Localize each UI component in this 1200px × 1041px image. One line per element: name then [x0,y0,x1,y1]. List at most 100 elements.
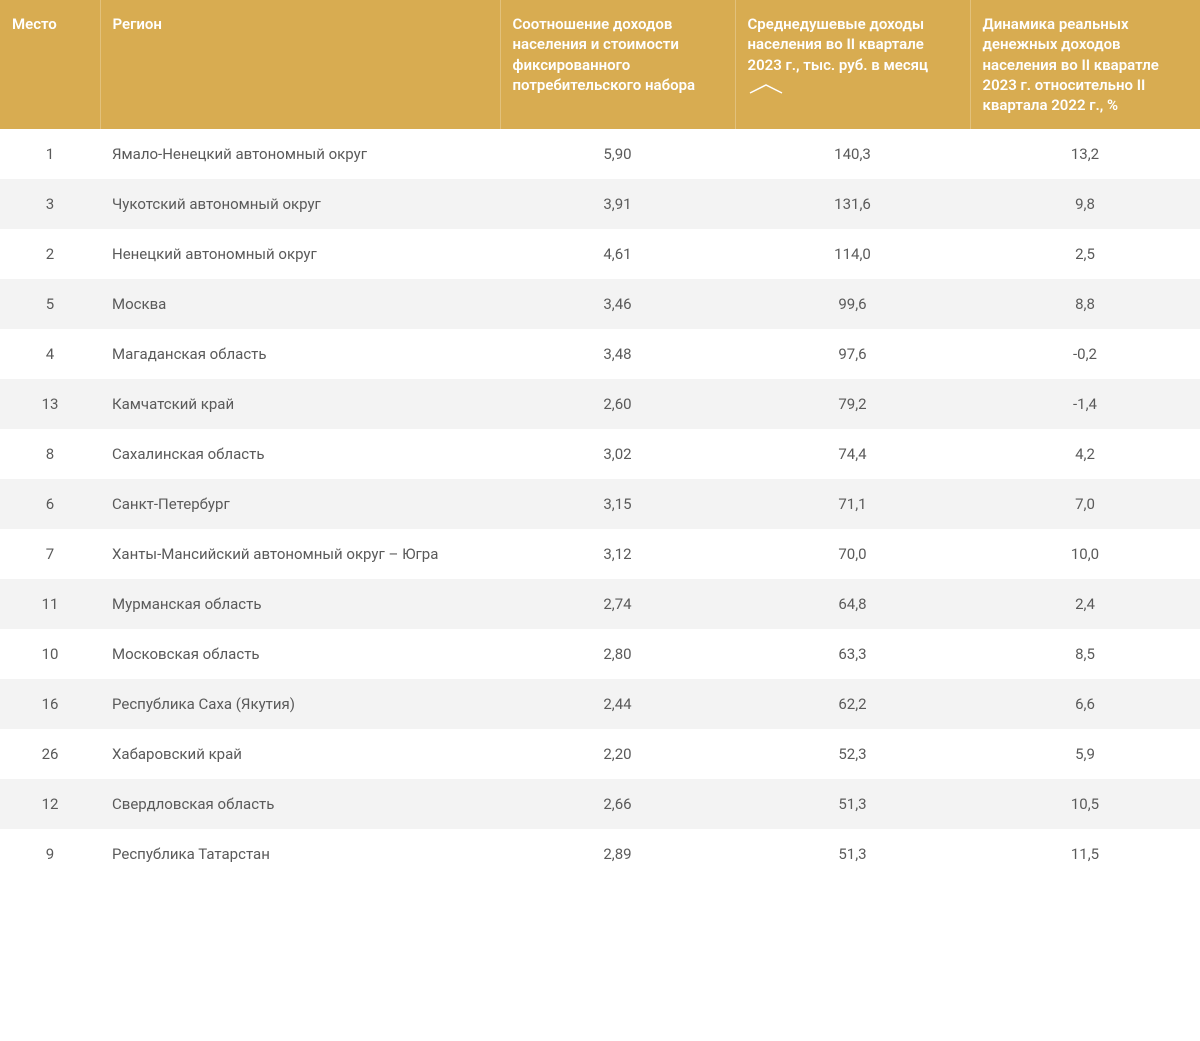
cell-place: 8 [0,429,100,479]
cell-place: 4 [0,329,100,379]
cell-region: Мурманская область [100,579,500,629]
cell-income: 131,6 [735,179,970,229]
cell-dynamics: 8,5 [970,629,1200,679]
cell-place: 13 [0,379,100,429]
cell-ratio: 2,74 [500,579,735,629]
cell-region: Республика Саха (Якутия) [100,679,500,729]
cell-region: Камчатский край [100,379,500,429]
cell-place: 10 [0,629,100,679]
cell-region: Москва [100,279,500,329]
cell-dynamics: 10,0 [970,529,1200,579]
table-row: 26Хабаровский край2,2052,35,9 [0,729,1200,779]
cell-dynamics: 5,9 [970,729,1200,779]
cell-region: Хабаровский край [100,729,500,779]
cell-ratio: 2,60 [500,379,735,429]
cell-place: 5 [0,279,100,329]
cell-region: Московская область [100,629,500,679]
table-row: 8Сахалинская область3,0274,44,2 [0,429,1200,479]
cell-ratio: 3,02 [500,429,735,479]
col-header-label: Соотношение доходов населения и стоимост… [513,15,696,94]
cell-region: Чукотский автономный округ [100,179,500,229]
cell-ratio: 3,91 [500,179,735,229]
table-row: 4Магаданская область3,4897,6-0,2 [0,329,1200,379]
cell-ratio: 2,20 [500,729,735,779]
col-header-income[interactable]: Среднедушевые доходы населения во II ква… [735,0,970,129]
cell-place: 12 [0,779,100,829]
col-header-dynamics[interactable]: Динамика реальных денежных доходов насел… [970,0,1200,129]
cell-ratio: 3,12 [500,529,735,579]
cell-income: 114,0 [735,229,970,279]
cell-dynamics: 9,8 [970,179,1200,229]
cell-ratio: 2,66 [500,779,735,829]
table-header-row: Место Регион Соотношение доходов населен… [0,0,1200,129]
cell-place: 9 [0,829,100,879]
col-header-place[interactable]: Место [0,0,100,129]
cell-ratio: 2,80 [500,629,735,679]
cell-place: 7 [0,529,100,579]
cell-dynamics: 11,5 [970,829,1200,879]
cell-dynamics: -1,4 [970,379,1200,429]
sort-asc-icon [748,83,958,95]
col-header-ratio[interactable]: Соотношение доходов населения и стоимост… [500,0,735,129]
cell-region: Республика Татарстан [100,829,500,879]
cell-region: Ямало-Ненецкий автономный округ [100,129,500,179]
cell-dynamics: 10,5 [970,779,1200,829]
table-row: 12Свердловская область2,6651,310,5 [0,779,1200,829]
cell-place: 16 [0,679,100,729]
cell-ratio: 3,46 [500,279,735,329]
cell-income: 97,6 [735,329,970,379]
table-body: 1Ямало-Ненецкий автономный округ5,90140,… [0,129,1200,879]
cell-ratio: 3,15 [500,479,735,529]
cell-region: Ханты-Мансийский автономный округ – Югра [100,529,500,579]
table-row: 3Чукотский автономный округ3,91131,69,8 [0,179,1200,229]
cell-income: 51,3 [735,829,970,879]
table-row: 7Ханты-Мансийский автономный округ – Югр… [0,529,1200,579]
cell-dynamics: -0,2 [970,329,1200,379]
income-ranking-table: Место Регион Соотношение доходов населен… [0,0,1200,879]
table-row: 9Республика Татарстан2,8951,311,5 [0,829,1200,879]
cell-place: 6 [0,479,100,529]
cell-place: 3 [0,179,100,229]
cell-dynamics: 8,8 [970,279,1200,329]
cell-income: 99,6 [735,279,970,329]
cell-place: 26 [0,729,100,779]
cell-income: 74,4 [735,429,970,479]
cell-ratio: 4,61 [500,229,735,279]
cell-income: 52,3 [735,729,970,779]
col-header-label: Регион [113,15,162,33]
table-row: 6Санкт-Петербург3,1571,17,0 [0,479,1200,529]
cell-place: 1 [0,129,100,179]
table-row: 11Мурманская область2,7464,82,4 [0,579,1200,629]
cell-income: 62,2 [735,679,970,729]
cell-region: Магаданская область [100,329,500,379]
cell-region: Санкт-Петербург [100,479,500,529]
cell-region: Ненецкий автономный округ [100,229,500,279]
cell-place: 2 [0,229,100,279]
cell-income: 51,3 [735,779,970,829]
cell-dynamics: 6,6 [970,679,1200,729]
col-header-label: Среднедушевые доходы населения во II ква… [748,15,929,74]
cell-income: 140,3 [735,129,970,179]
cell-region: Сахалинская область [100,429,500,479]
cell-ratio: 3,48 [500,329,735,379]
cell-dynamics: 2,4 [970,579,1200,629]
col-header-label: Место [12,15,57,33]
col-header-label: Динамика реальных денежных доходов насел… [983,15,1159,114]
cell-income: 63,3 [735,629,970,679]
cell-income: 79,2 [735,379,970,429]
cell-income: 64,8 [735,579,970,629]
col-header-region[interactable]: Регион [100,0,500,129]
table-row: 1Ямало-Ненецкий автономный округ5,90140,… [0,129,1200,179]
table-row: 16Республика Саха (Якутия)2,4462,26,6 [0,679,1200,729]
cell-income: 70,0 [735,529,970,579]
cell-dynamics: 13,2 [970,129,1200,179]
cell-dynamics: 4,2 [970,429,1200,479]
cell-ratio: 2,89 [500,829,735,879]
cell-place: 11 [0,579,100,629]
cell-ratio: 2,44 [500,679,735,729]
table-row: 5Москва3,4699,68,8 [0,279,1200,329]
table-row: 13Камчатский край2,6079,2-1,4 [0,379,1200,429]
cell-income: 71,1 [735,479,970,529]
table-row: 2Ненецкий автономный округ4,61114,02,5 [0,229,1200,279]
cell-dynamics: 7,0 [970,479,1200,529]
